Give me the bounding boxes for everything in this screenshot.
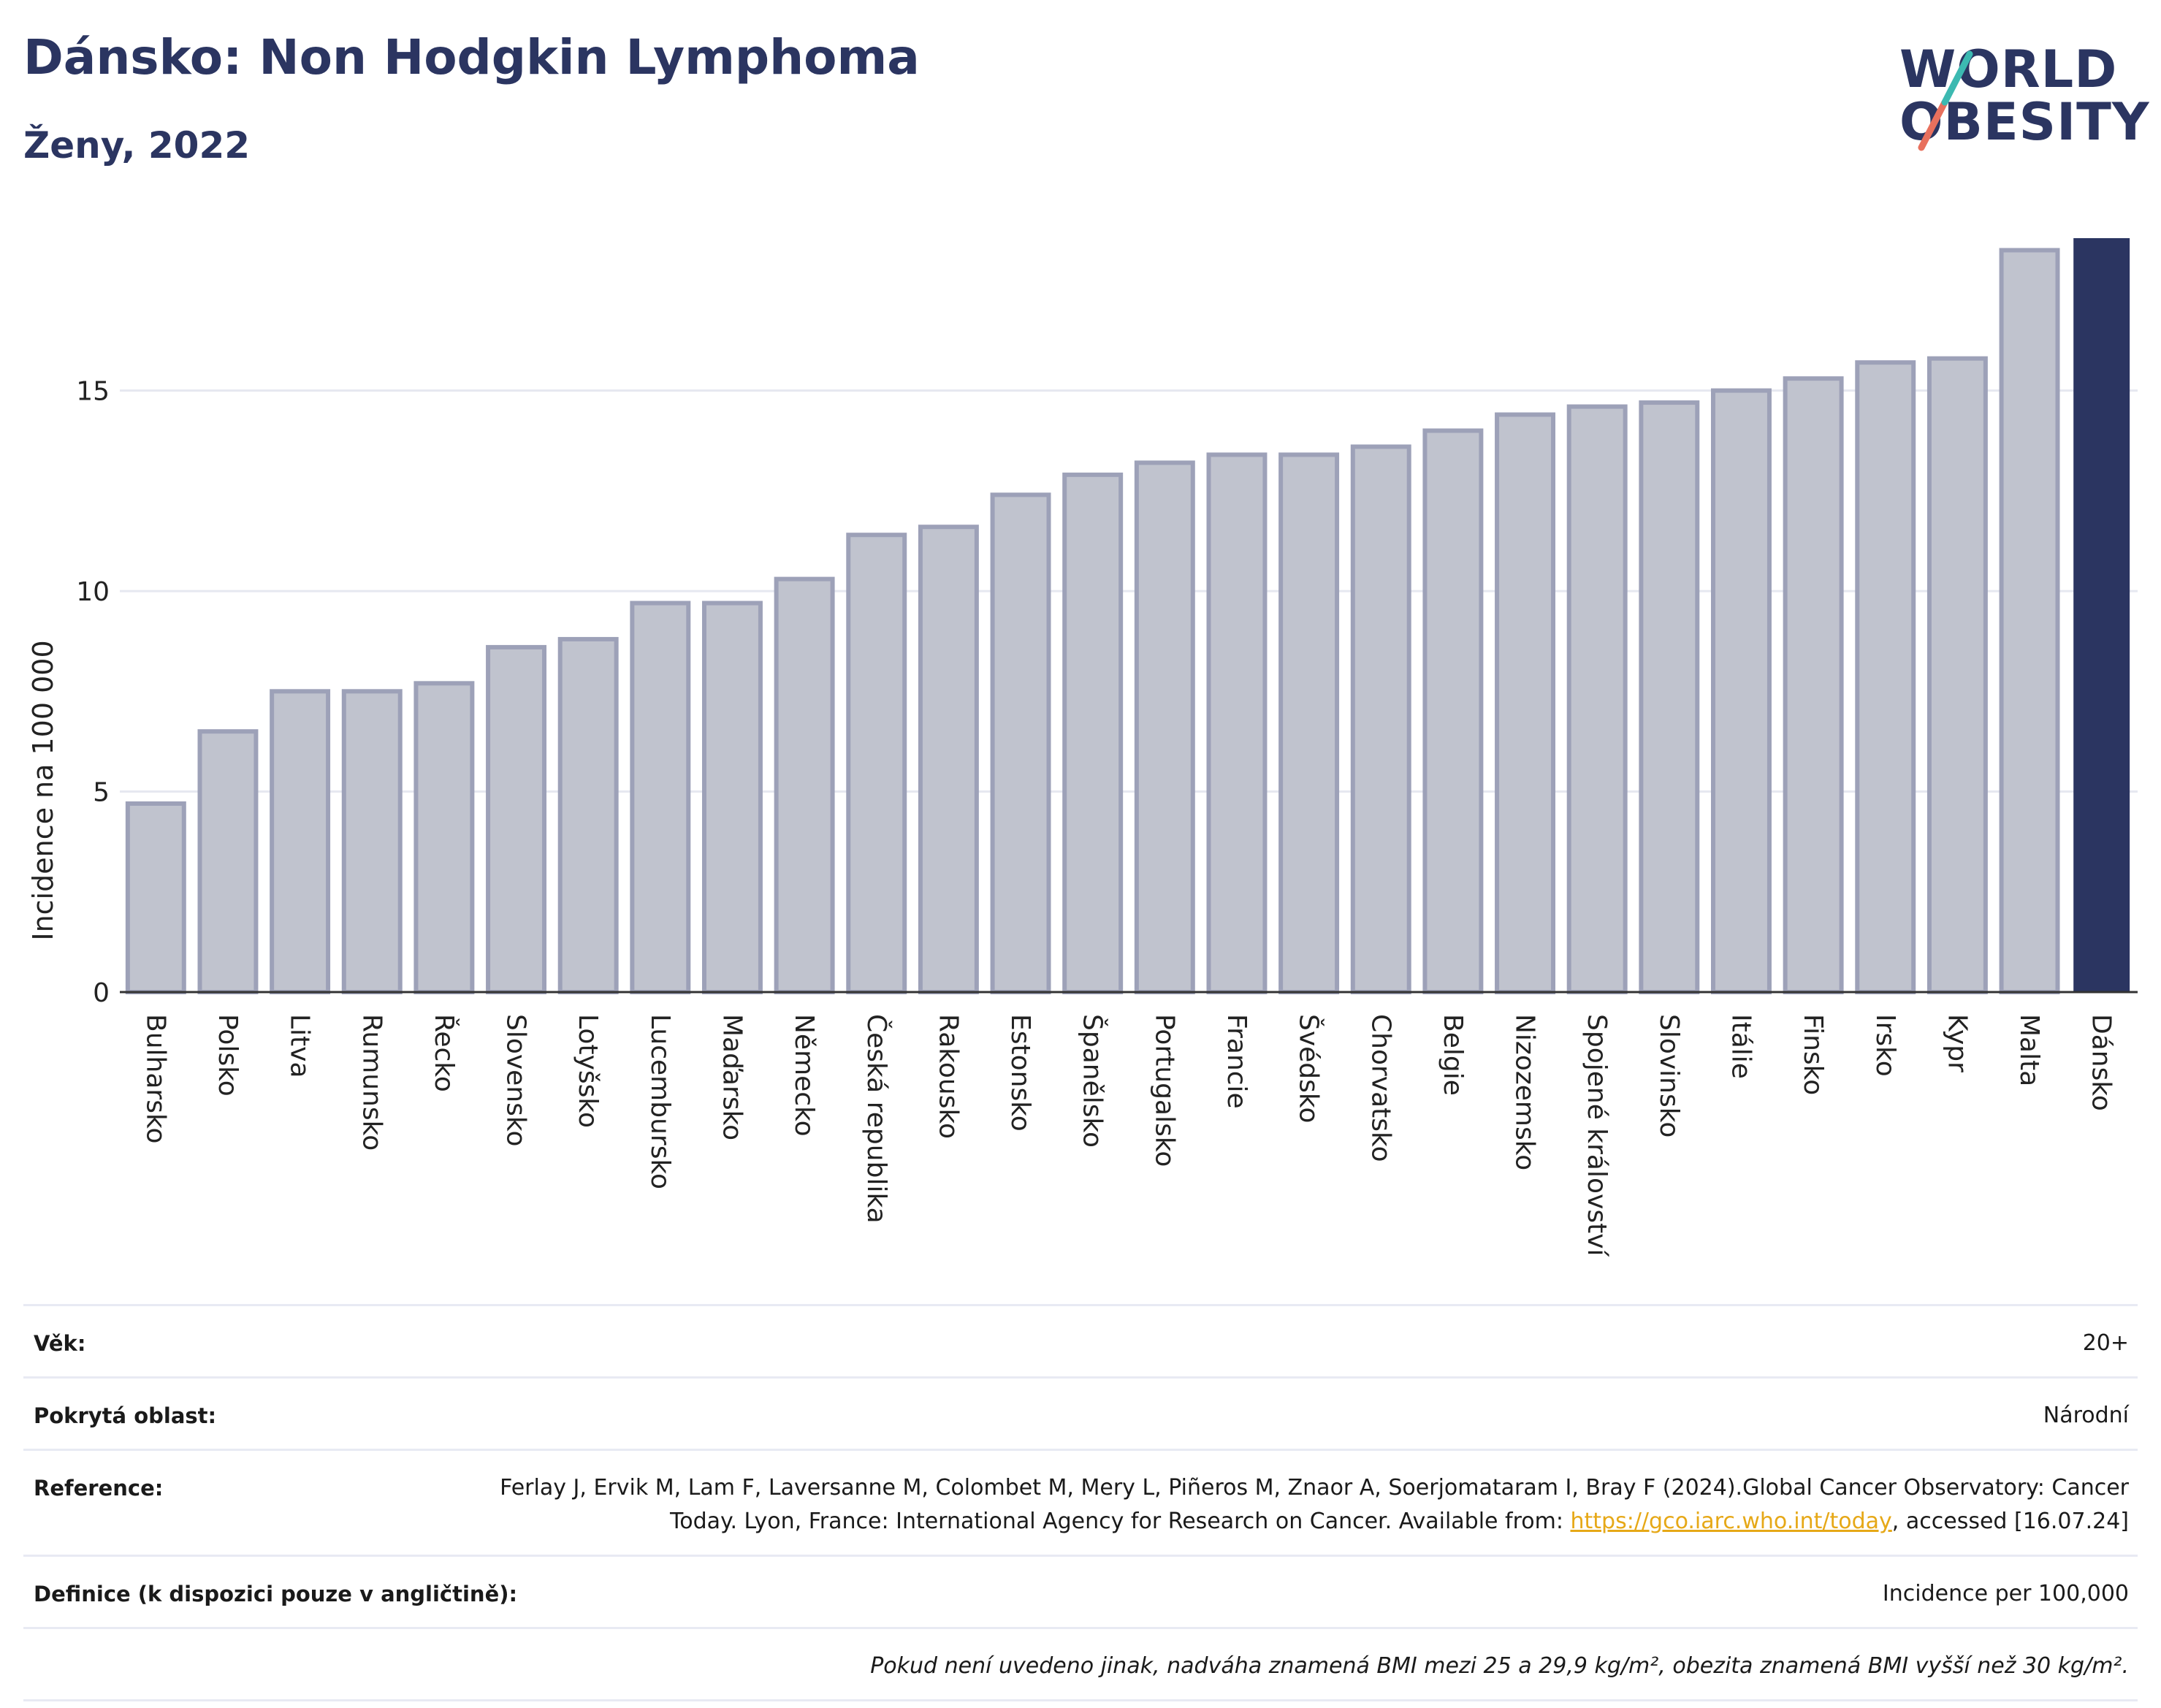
- area-label: Pokrytá oblast:: [34, 1403, 217, 1428]
- x-tick-label: Španělsko: [1078, 1014, 1108, 1148]
- x-tick-label: Česká republika: [861, 1014, 892, 1224]
- x-tick-label: Kypr: [1942, 1014, 1972, 1072]
- bar-2[interactable]: [197, 729, 259, 994]
- bar-10[interactable]: [774, 576, 835, 994]
- bar-8[interactable]: [630, 601, 691, 994]
- bar-11[interactable]: [846, 533, 907, 994]
- reference-label: Reference:: [34, 1476, 164, 1501]
- logo-line-1: WORLD: [1899, 39, 2118, 99]
- bar-20[interactable]: [1495, 412, 1556, 994]
- y-tick-label: 0: [93, 978, 110, 1008]
- x-tick-label: Slovinsko: [1654, 1014, 1684, 1137]
- reference-accessed: , accessed [16.07.24]: [1891, 1509, 2129, 1534]
- reference-value: Ferlay J, Ervik M, Lam F, Laversanne M, …: [485, 1471, 2129, 1539]
- x-tick-label: Rumunsko: [357, 1014, 386, 1151]
- x-tick-label: Polsko: [213, 1014, 243, 1097]
- bars: [125, 238, 2130, 995]
- bar-5[interactable]: [413, 681, 475, 994]
- x-tick-label: Slovensko: [501, 1014, 531, 1147]
- bar-18[interactable]: [1350, 444, 1411, 994]
- x-tick-label: Dánsko: [2086, 1014, 2116, 1111]
- x-tick-label: Německo: [789, 1014, 819, 1137]
- bar-24[interactable]: [1783, 376, 1844, 994]
- page-title: Dánsko: Non Hodgkin Lymphoma: [23, 29, 920, 85]
- info-row-reference: Reference: Ferlay J, Ervik M, Lam F, Lav…: [23, 1449, 2138, 1555]
- bar-19[interactable]: [1422, 428, 1484, 994]
- x-tick-label: Finsko: [1798, 1014, 1828, 1095]
- x-tick-label: Bulharsko: [140, 1014, 170, 1144]
- bar-4[interactable]: [341, 689, 403, 994]
- x-tick-label: Portugalsko: [1149, 1014, 1179, 1167]
- x-tick-label: Estonsko: [1005, 1014, 1035, 1132]
- x-tick-label: Maďarsko: [717, 1014, 747, 1140]
- x-tick-label: Itálie: [1726, 1014, 1756, 1079]
- bar-15[interactable]: [1134, 460, 1195, 995]
- bar-13[interactable]: [990, 492, 1051, 994]
- info-table: Věk: 20+ Pokrytá oblast: Národní Referen…: [23, 1304, 2138, 1701]
- axes: 0 5 10 15 Bulharsko Polsko Litva Rumunsko Řecko S…: [76, 377, 2138, 1257]
- x-tick-label: Spojené království: [1582, 1014, 1612, 1257]
- bar-26[interactable]: [1926, 356, 1988, 994]
- y-axis-label: Incidence na 100 000: [27, 640, 59, 940]
- bar-1[interactable]: [125, 801, 186, 994]
- x-tick-label: Litva: [285, 1014, 315, 1078]
- bmi-note: Pokud není uvedeno jinak, nadváha znamen…: [870, 1653, 2129, 1679]
- info-row-definition: Definice (k dispozici pouze v angličtině…: [23, 1555, 2138, 1627]
- bar-12[interactable]: [918, 525, 979, 994]
- age-value: 20+: [2082, 1330, 2129, 1356]
- age-label: Věk:: [34, 1331, 86, 1356]
- x-tick-label: Lucembursko: [645, 1014, 675, 1189]
- bar-3[interactable]: [270, 689, 331, 994]
- y-tick-label: 15: [76, 377, 110, 407]
- bar-28[interactable]: [2073, 238, 2130, 992]
- bar-chart: 0 5 10 15 Bulharsko Polsko Litva Rumunsko Řecko S…: [27, 238, 2138, 1257]
- x-tick-label: Belgie: [1438, 1014, 1468, 1096]
- bar-27[interactable]: [1999, 248, 2060, 995]
- area-value: Národní: [2043, 1403, 2129, 1428]
- y-tick-label: 10: [76, 577, 110, 607]
- page-subtitle: Ženy, 2022: [23, 124, 251, 167]
- definition-label: Definice (k dispozici pouze v angličtině…: [34, 1582, 518, 1606]
- bar-6[interactable]: [486, 644, 547, 995]
- x-tick-label: Nizozemsko: [1510, 1014, 1540, 1170]
- bar-17[interactable]: [1278, 452, 1340, 994]
- x-tick-label: Francie: [1221, 1014, 1251, 1109]
- x-tick-label: Lotyšsko: [573, 1014, 603, 1128]
- reference-text: Ferlay J, Ervik M, Lam F, Laversanne M, …: [500, 1475, 2129, 1534]
- bar-7[interactable]: [557, 636, 619, 994]
- bar-22[interactable]: [1639, 400, 1700, 994]
- bar-23[interactable]: [1710, 388, 1772, 994]
- x-tick-label: Řecko: [429, 1014, 460, 1092]
- world-obesity-logo: WORLD OBESITY: [1899, 29, 2149, 161]
- x-tick-label: Rakousko: [933, 1014, 963, 1139]
- reference-link[interactable]: https://gco.iarc.who.int/today: [1570, 1509, 1892, 1534]
- info-row-note: Pokud není uvedeno jinak, nadváha znamen…: [23, 1627, 2138, 1701]
- definition-value: Incidence per 100,000: [1882, 1581, 2129, 1606]
- bar-25[interactable]: [1855, 360, 1916, 994]
- bar-16[interactable]: [1206, 452, 1268, 994]
- logo-slash-icon: [1918, 50, 1973, 151]
- x-tick-label: Malta: [2014, 1014, 2044, 1086]
- x-tick-label: Chorvatsko: [1365, 1014, 1395, 1162]
- x-tick-label: Irsko: [1870, 1014, 1900, 1077]
- bar-9[interactable]: [701, 601, 763, 994]
- bar-21[interactable]: [1566, 404, 1628, 995]
- x-tick-label: Švédsko: [1294, 1014, 1325, 1124]
- bar-14[interactable]: [1062, 472, 1124, 995]
- y-tick-label: 5: [93, 778, 110, 808]
- info-row-age: Věk: 20+: [23, 1304, 2138, 1376]
- info-row-area: Pokrytá oblast: Národní: [23, 1376, 2138, 1449]
